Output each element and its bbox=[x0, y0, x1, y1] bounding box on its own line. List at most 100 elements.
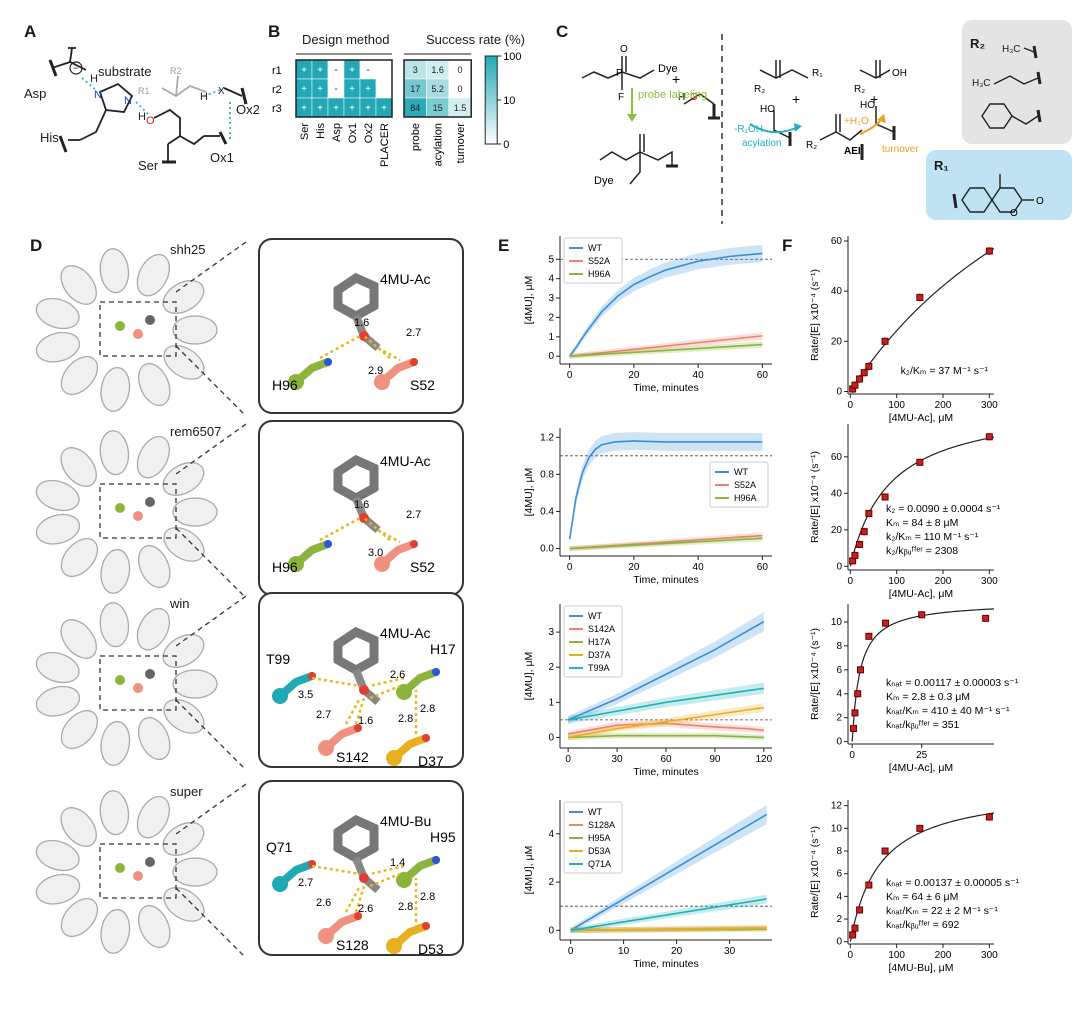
series-line-S128A bbox=[570, 927, 767, 932]
residue-ca bbox=[386, 938, 402, 954]
substrate-r1-label: R1 bbox=[138, 86, 150, 96]
residue-heteroatom bbox=[432, 856, 440, 864]
success-cell-value: 15 bbox=[433, 103, 443, 113]
residue-label: D37 bbox=[418, 753, 444, 769]
helix-ribbon bbox=[99, 430, 130, 476]
helix-ribbon bbox=[60, 538, 99, 578]
data-point bbox=[865, 881, 873, 889]
zoom-connector bbox=[176, 241, 246, 417]
y-tick-label: 0.0 bbox=[540, 544, 554, 555]
helix-ribbon bbox=[35, 513, 81, 545]
colorbar-tick-label: 10 bbox=[503, 95, 515, 107]
series-band-T99A bbox=[568, 682, 764, 724]
x-tick-label: 100 bbox=[888, 400, 905, 411]
ligand-oxygen bbox=[359, 873, 369, 883]
design-method-heatmap: r1 + + - + -3 1.6 0r2 + + - + +17 5.2 0r3 + + + + + +84 15 1.5… bbox=[272, 51, 522, 167]
helix-ribbon bbox=[172, 669, 218, 699]
y-tick-label: 0 bbox=[548, 732, 554, 743]
his-n1-label: N bbox=[94, 89, 102, 101]
y-tick-label: 5 bbox=[548, 254, 554, 265]
y-tick-label: 4 bbox=[548, 829, 554, 840]
residue-label: T99 bbox=[266, 651, 290, 667]
product-dye-label: Dye bbox=[594, 175, 614, 187]
residue-heteroatom bbox=[422, 922, 430, 930]
x-tick-label: 60 bbox=[757, 562, 769, 573]
distance-label: 2.8 bbox=[398, 713, 413, 725]
y-tick-label: 1 bbox=[548, 697, 554, 708]
data-point bbox=[916, 293, 924, 301]
y-tick-label: 0 bbox=[548, 351, 554, 362]
series-band-WT bbox=[569, 244, 763, 359]
helix-ribbon bbox=[136, 795, 171, 839]
hbond-dash bbox=[354, 885, 366, 913]
x-axis-label: Time, minutes bbox=[633, 958, 699, 970]
helix-ribbon bbox=[172, 315, 218, 345]
data-point bbox=[849, 931, 857, 939]
legend-label: S52A bbox=[588, 256, 610, 266]
y-tick-label: 4 bbox=[548, 274, 554, 285]
y-tick-label: 3 bbox=[548, 293, 554, 304]
distance-label: 2.8 bbox=[420, 703, 435, 715]
helix-ribbon bbox=[99, 602, 130, 648]
y-tick-label: 4 bbox=[836, 891, 842, 902]
turnover-text: turnover bbox=[882, 144, 919, 155]
fit-curve bbox=[849, 812, 995, 942]
design-col-label: PLACER bbox=[379, 123, 391, 167]
site-marker bbox=[115, 321, 125, 331]
site-marker bbox=[133, 683, 143, 693]
helix-ribbon bbox=[136, 253, 171, 297]
site-marker bbox=[115, 675, 125, 685]
series-line-Q71A bbox=[570, 898, 767, 932]
site-marker bbox=[145, 497, 155, 507]
data-point bbox=[850, 724, 858, 732]
helix-ribbon bbox=[162, 633, 205, 668]
x-tick-label: 0 bbox=[567, 562, 573, 573]
connector-line bbox=[176, 345, 246, 417]
plus-sign-1: + bbox=[672, 71, 680, 87]
active-site-render: 4MU-Bu Q71 H95 S128 D53 2.7 1.4 2.6 2.6 2.8 2.8 bbox=[266, 813, 456, 957]
distance-label: 1.4 bbox=[390, 857, 405, 869]
series-band-WT bbox=[569, 432, 763, 543]
residue-label: S142 bbox=[336, 749, 369, 765]
ser-o-atom: O bbox=[690, 92, 698, 103]
site-marker bbox=[133, 511, 143, 521]
legend-label: WT bbox=[588, 807, 602, 817]
colorbar bbox=[484, 55, 498, 145]
kinetic-parameter: kₙₐₜ = 0.00137 ± 0.00005 s⁻¹ bbox=[886, 877, 1020, 889]
connector-line bbox=[176, 887, 246, 959]
zoom-connector bbox=[176, 595, 246, 771]
y-tick-label: 2 bbox=[548, 662, 554, 673]
data-point bbox=[854, 690, 862, 698]
colorbar-tick-label: 100 bbox=[503, 51, 521, 63]
probe-p-label: P bbox=[616, 68, 623, 79]
residue-heteroatom bbox=[324, 358, 332, 366]
legend-label: D37A bbox=[588, 650, 611, 660]
helix-ribbon bbox=[137, 362, 171, 407]
legend-label: T99A bbox=[588, 663, 610, 673]
residue-label: Q71 bbox=[266, 839, 293, 855]
x-tick-label: 20 bbox=[628, 562, 640, 573]
panel-letter-c: C bbox=[556, 22, 569, 41]
site-marker bbox=[115, 863, 125, 873]
x-tick-label: 90 bbox=[709, 754, 721, 765]
residue-ca bbox=[386, 750, 402, 766]
success-col-label: acylation bbox=[433, 123, 445, 166]
y-tick-label: 12 bbox=[831, 801, 843, 812]
design-cell-mark: - bbox=[334, 84, 337, 95]
heatmap-row-label: r3 bbox=[272, 103, 282, 115]
y-tick-label: 2 bbox=[836, 914, 842, 925]
y-tick-label: 20 bbox=[831, 336, 843, 347]
success-cell-value: 0 bbox=[457, 84, 462, 94]
series-band-WT bbox=[570, 804, 767, 933]
y-axis-label: Rate/[E] x10⁻⁴ (s⁻¹) bbox=[809, 826, 821, 918]
x-tick-label: 30 bbox=[612, 754, 624, 765]
design-col-label: Ox2 bbox=[363, 123, 375, 143]
chart-F2: 0 100 200 300 0 20 40 60 [4MU-Ac], μM Rate/[E] x1… bbox=[809, 424, 1001, 600]
substrate-label: substrate bbox=[98, 64, 152, 79]
ser-oh2-label: HO bbox=[760, 104, 775, 115]
connector-line bbox=[176, 699, 246, 771]
helix-ribbon bbox=[60, 807, 97, 847]
success-rate-header: Success rate (%) bbox=[426, 32, 525, 47]
his-h1-label: H bbox=[90, 73, 98, 85]
legend-label: WT bbox=[588, 243, 602, 253]
